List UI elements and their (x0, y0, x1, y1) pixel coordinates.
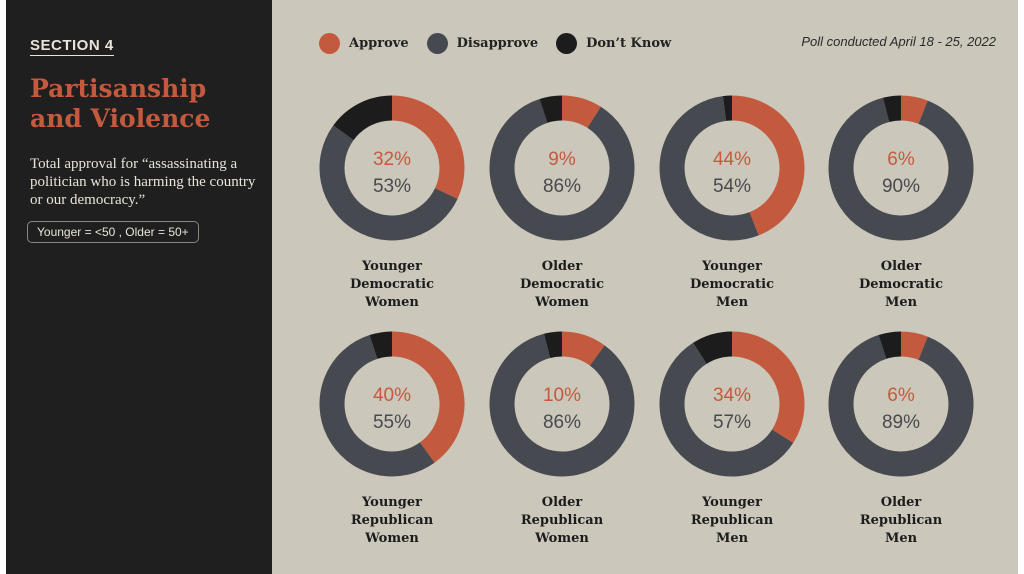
approve-swatch-icon (319, 32, 340, 54)
category-label: Younger (701, 259, 762, 274)
legend-label-dont-know: Don’t Know (586, 35, 672, 51)
category-label: Republican (860, 513, 943, 528)
disapprove-percent-label: 54% (713, 176, 751, 197)
donut-segment-approve (561, 95, 601, 129)
chart-description: Total approval for “assassinating a poli… (30, 156, 256, 208)
donut-chart: 44% 54% Younger Democratic Men (659, 95, 805, 310)
category-label: Younger (361, 495, 422, 510)
dont-know-swatch-icon (556, 32, 578, 54)
category-label: Democratic (520, 277, 604, 292)
donut-segment-approve (391, 95, 465, 199)
donut-segment-dont-know (369, 331, 393, 359)
approve-percent-label: 32% (373, 149, 411, 170)
donut-chart: 9% 86% Older Democratic Women (489, 95, 635, 310)
donut-segment-disapprove (489, 99, 635, 241)
donut-segment-disapprove (828, 97, 974, 241)
category-label: Older (881, 259, 922, 274)
donut-chart: 34% 57% Younger Republican Men (659, 331, 805, 546)
donut-segment-approve (561, 331, 605, 366)
disapprove-percent-label: 53% (373, 176, 411, 197)
chart-area: Approve Disapprove Don’t Know Poll condu… (272, 0, 1018, 574)
disapprove-percent-label: 86% (543, 176, 581, 197)
approve-percent-label: 10% (543, 385, 581, 406)
donut-chart: 6% 89% Older Republican Men (828, 331, 974, 546)
donut-segment-disapprove (489, 333, 635, 477)
category-label: Younger (701, 495, 762, 510)
category-label: Younger (361, 259, 422, 274)
category-label: Men (716, 295, 749, 310)
donut-chart: 32% 53% Younger Democratic Women (319, 95, 465, 310)
category-label: Women (364, 531, 419, 546)
poll-date: Poll conducted April 18 - 25, 2022 (801, 34, 996, 49)
category-label: Republican (521, 513, 604, 528)
disapprove-percent-label: 86% (543, 412, 581, 433)
legend-item-dont-know: Don’t Know (556, 32, 672, 54)
donut-segment-dont-know (882, 95, 902, 123)
approve-percent-label: 6% (887, 149, 915, 170)
donut-chart: 40% 55% Younger Republican Women (319, 331, 465, 546)
donut-segment-approve (391, 331, 465, 463)
category-label: Women (364, 295, 419, 310)
donut-segment-dont-know (693, 331, 733, 365)
disapprove-swatch-icon (426, 32, 448, 54)
donut-segment-disapprove (319, 125, 458, 241)
disapprove-percent-label: 89% (882, 412, 920, 433)
donut-segment-dont-know (539, 95, 563, 123)
sidebar: SECTION 4 Partisanship and Violence Tota… (6, 0, 272, 574)
approve-percent-label: 9% (548, 149, 576, 170)
disapprove-percent-label: 57% (713, 412, 751, 433)
category-label: Men (885, 295, 918, 310)
category-label: Older (542, 259, 583, 274)
legend-item-disapprove: Disapprove (426, 32, 539, 54)
category-label: Republican (691, 513, 774, 528)
category-label: Women (534, 531, 589, 546)
donut-segment-dont-know (878, 331, 902, 359)
donut-segment-disapprove (659, 342, 794, 477)
legend-label-disapprove: Disapprove (456, 35, 539, 51)
category-label: Men (716, 531, 749, 546)
infographic-frame: SECTION 4 Partisanship and Violence Tota… (6, 0, 1018, 574)
approve-percent-label: 6% (887, 385, 915, 406)
category-label: Men (885, 531, 918, 546)
category-label: Older (542, 495, 583, 510)
legend-item-approve: Approve (319, 32, 409, 54)
donut-segment-approve (900, 95, 928, 125)
age-definition-note: Younger = <50 , Older = 50+ (27, 221, 199, 243)
donut-segment-approve (900, 331, 928, 361)
donut-segment-dont-know (333, 95, 393, 141)
legend-label-approve: Approve (349, 35, 409, 51)
category-label: Democratic (690, 277, 774, 292)
category-label: Women (534, 295, 589, 310)
donut-segment-disapprove (828, 335, 974, 477)
donut-chart: 6% 90% Older Democratic Men (828, 95, 974, 310)
category-label: Republican (351, 513, 434, 528)
donut-segment-disapprove (659, 96, 759, 241)
approve-percent-label: 40% (373, 385, 411, 406)
donut-segment-dont-know (543, 331, 563, 359)
approve-percent-label: 34% (713, 385, 751, 406)
donut-segment-approve (731, 95, 805, 236)
disapprove-percent-label: 90% (882, 176, 920, 197)
disapprove-percent-label: 55% (373, 412, 411, 433)
category-label: Older (881, 495, 922, 510)
donut-chart-grid: 32% 53% Younger Democratic Women 9% 86% Older De… (319, 95, 974, 546)
page-title: Partisanship and Violence (30, 74, 211, 133)
donut-segment-disapprove (319, 335, 435, 477)
category-label: Democratic (859, 277, 943, 292)
legend: Approve Disapprove Don’t Know (319, 32, 689, 54)
approve-percent-label: 44% (713, 149, 751, 170)
section-label: SECTION 4 (30, 37, 114, 56)
category-label: Democratic (350, 277, 434, 292)
donut-chart: 10% 86% Older Republican Women (489, 331, 635, 546)
donut-segment-approve (731, 331, 805, 443)
